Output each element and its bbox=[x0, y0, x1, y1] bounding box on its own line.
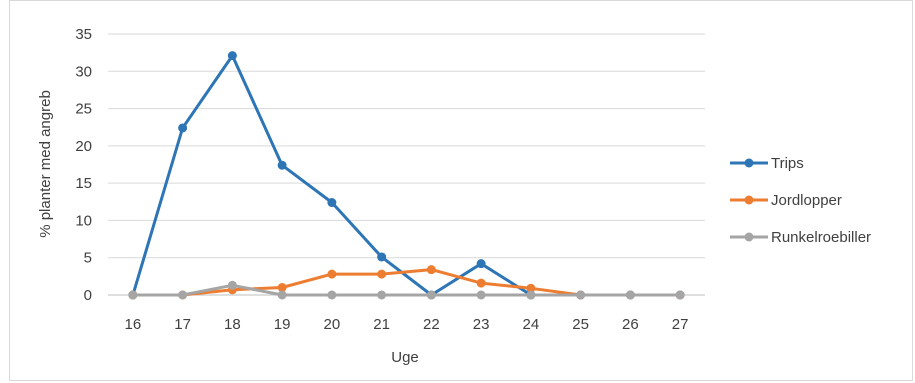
x-tick-label: 27 bbox=[672, 316, 689, 333]
legend-label: Runkelroebiller bbox=[771, 229, 871, 246]
legend-item: Runkelroebiller bbox=[730, 229, 871, 246]
x-axis-ticks: 16 17 18 19 20 21 22 23 24 25 26 27 bbox=[125, 316, 689, 333]
data-point bbox=[327, 269, 337, 279]
data-point bbox=[625, 290, 635, 300]
gridlines bbox=[108, 33, 705, 296]
data-point bbox=[476, 278, 486, 288]
y-tick-label: 15 bbox=[75, 175, 92, 192]
legend-swatch-marker bbox=[744, 195, 754, 205]
data-point bbox=[128, 290, 138, 300]
legend-swatch-marker bbox=[744, 158, 754, 168]
legend-label: Jordlopper bbox=[771, 192, 842, 209]
x-tick-label: 22 bbox=[423, 316, 440, 333]
data-point bbox=[426, 265, 436, 275]
data-point bbox=[476, 259, 486, 269]
y-tick-label: 35 bbox=[75, 26, 92, 43]
data-point bbox=[377, 290, 387, 300]
series-runkelroebiller bbox=[128, 280, 685, 300]
y-tick-label: 0 bbox=[84, 287, 92, 304]
data-point bbox=[377, 252, 387, 262]
data-point bbox=[426, 290, 436, 300]
x-tick-label: 25 bbox=[572, 316, 589, 333]
legend-label: Trips bbox=[771, 155, 804, 172]
x-tick-label: 16 bbox=[125, 316, 142, 333]
legend-item: Jordlopper bbox=[730, 192, 842, 209]
series-line bbox=[131, 283, 682, 297]
x-tick-label: 24 bbox=[523, 316, 540, 333]
data-point bbox=[576, 290, 586, 300]
legend-swatch-marker bbox=[744, 232, 754, 242]
x-tick-label: 26 bbox=[622, 316, 639, 333]
data-point bbox=[178, 123, 188, 133]
data-point bbox=[526, 283, 536, 293]
series-trips bbox=[128, 51, 685, 300]
y-tick-label: 5 bbox=[84, 250, 92, 267]
x-tick-label: 21 bbox=[373, 316, 390, 333]
data-point bbox=[227, 51, 237, 61]
y-tick-label: 10 bbox=[75, 212, 92, 229]
data-point bbox=[327, 290, 337, 300]
legend-item: Trips bbox=[730, 155, 804, 172]
series-line bbox=[131, 54, 682, 297]
series-lines bbox=[128, 51, 685, 300]
data-point bbox=[178, 290, 188, 300]
x-tick-label: 19 bbox=[274, 316, 291, 333]
x-axis-label: Uge bbox=[391, 349, 419, 366]
data-point bbox=[377, 269, 387, 279]
y-axis-ticks: 0 5 10 15 20 25 30 35 bbox=[75, 26, 92, 304]
x-tick-label: 18 bbox=[224, 316, 241, 333]
data-point bbox=[277, 160, 287, 170]
data-point bbox=[526, 290, 536, 300]
data-point bbox=[327, 198, 337, 208]
data-point bbox=[227, 280, 237, 290]
data-point bbox=[675, 290, 685, 300]
y-axis-label: % planter med angreb bbox=[37, 90, 54, 238]
chart-frame bbox=[9, 0, 913, 381]
x-tick-label: 23 bbox=[473, 316, 490, 333]
data-point bbox=[277, 290, 287, 300]
legend: Trips Jordlopper Runkelroebiller bbox=[730, 155, 871, 246]
x-tick-label: 20 bbox=[324, 316, 341, 333]
y-tick-label: 30 bbox=[75, 63, 92, 80]
data-point bbox=[277, 283, 287, 293]
x-tick-label: 17 bbox=[174, 316, 191, 333]
y-tick-label: 20 bbox=[75, 138, 92, 155]
data-point bbox=[476, 290, 486, 300]
series-line bbox=[131, 268, 682, 297]
y-tick-label: 25 bbox=[75, 101, 92, 118]
